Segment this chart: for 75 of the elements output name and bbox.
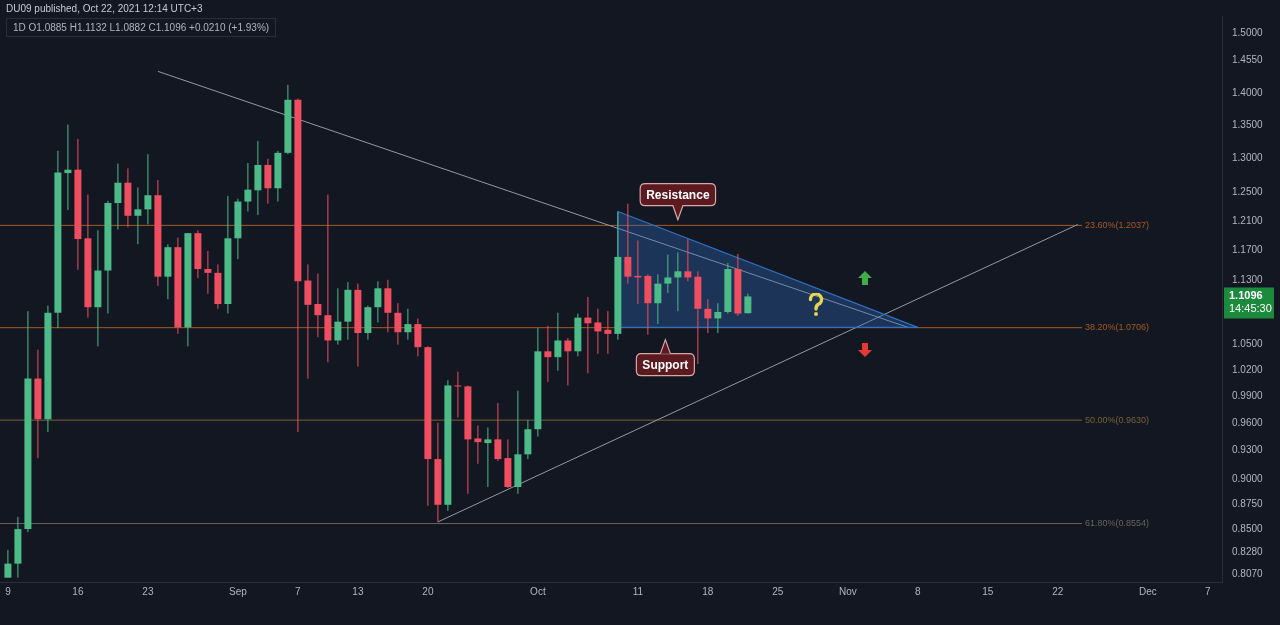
candlestick <box>714 302 722 334</box>
y-tick-label: 1.1300 <box>1232 274 1264 286</box>
y-tick-label: 0.9000 <box>1232 472 1264 484</box>
ref-line-label: 38.20%(1.0706) <box>1085 322 1150 333</box>
y-tick-label: 1.2100 <box>1232 214 1264 226</box>
annotation: Resistance <box>646 188 710 203</box>
y-tick-label: 1.5000 <box>1232 27 1264 39</box>
x-tick-label: 20 <box>422 585 434 597</box>
y-tick-label: 0.8070 <box>1232 568 1264 580</box>
candlestick <box>604 310 612 355</box>
text: 1D O1.0885 H1.1132 L1.0882 C1.1096 +0.0210 (+1.93%) <box>6 18 277 37</box>
text: 1.1096 <box>1229 289 1263 302</box>
candlestick <box>684 238 692 282</box>
y-tick-label: 1.4000 <box>1232 87 1264 99</box>
candlestick <box>674 251 682 312</box>
y-tick-label: 0.9900 <box>1232 389 1264 401</box>
text: 14:45:30 <box>1229 302 1272 315</box>
y-tick-label: 0.8280 <box>1232 545 1264 557</box>
x-tick-label: 15 <box>982 585 994 597</box>
x-tick-label: 13 <box>352 585 364 597</box>
y-tick-label: 0.9600 <box>1232 416 1264 428</box>
candlestick <box>374 280 382 323</box>
x-tick-label: 22 <box>1052 585 1064 597</box>
candlestick <box>454 371 462 418</box>
candlestick <box>564 337 572 386</box>
x-tick-label: 7 <box>295 585 302 597</box>
candlestick <box>334 287 342 346</box>
y-tick-label: 1.3500 <box>1232 119 1264 131</box>
candlestick <box>494 402 502 462</box>
candlestick <box>244 162 252 212</box>
candlestick <box>394 302 402 346</box>
y-tick-label: 1.2500 <box>1232 186 1264 198</box>
x-tick-label: 16 <box>72 585 84 597</box>
x-tick-label: 18 <box>702 585 714 597</box>
candlestick <box>544 325 552 383</box>
y-tick-label: 1.0200 <box>1232 363 1264 375</box>
y-tick-label: 1.4550 <box>1232 53 1264 65</box>
y-tick-label: 0.8500 <box>1232 522 1264 534</box>
candlestick <box>554 312 562 372</box>
y-tick-label: 0.8750 <box>1232 497 1264 509</box>
candlestick <box>264 158 272 205</box>
candlestick <box>704 298 712 334</box>
candlestick <box>114 163 122 231</box>
candlestick <box>404 308 412 341</box>
x-tick-label: Nov <box>838 585 857 597</box>
candlestick <box>664 254 672 294</box>
y-tick-label: 1.0500 <box>1232 338 1264 350</box>
x-tick-label: Oct <box>530 585 546 597</box>
x-tick-label: 7 <box>1205 585 1212 597</box>
ref-line-label: 50.00%(0.9630) <box>1085 414 1150 425</box>
x-tick-label: 25 <box>772 585 784 597</box>
candlestick <box>4 549 12 579</box>
chart-title: DU09 published, Oct 22, 2021 12:14 UTC+3 <box>6 3 203 14</box>
y-tick-label: 1.1700 <box>1232 243 1264 255</box>
x-tick-label: Dec <box>1138 585 1157 597</box>
candlestick <box>624 203 632 285</box>
y-tick-label: 1.3000 <box>1232 151 1264 163</box>
candlestick <box>594 308 602 355</box>
x-tick-label: 23 <box>142 585 154 597</box>
candlestick <box>484 426 492 488</box>
y-tick-label: 0.9300 <box>1232 444 1264 456</box>
ref-line-label: 23.60%(1.2037) <box>1085 219 1150 230</box>
candlestick <box>314 273 322 338</box>
candlestick <box>204 250 212 295</box>
candlestick <box>414 317 422 357</box>
x-tick-label: 9 <box>5 585 12 597</box>
x-tick-label: Sep <box>229 585 248 597</box>
candlestick <box>134 187 142 245</box>
candlestick <box>654 273 662 325</box>
candlestick <box>474 425 482 465</box>
x-tick-label: 8 <box>915 585 922 597</box>
x-tick-label: 11 <box>632 585 644 597</box>
candlestick <box>144 153 152 225</box>
ref-line-label: 61.80%(0.8554) <box>1085 518 1150 529</box>
annotation: Support <box>642 357 689 372</box>
